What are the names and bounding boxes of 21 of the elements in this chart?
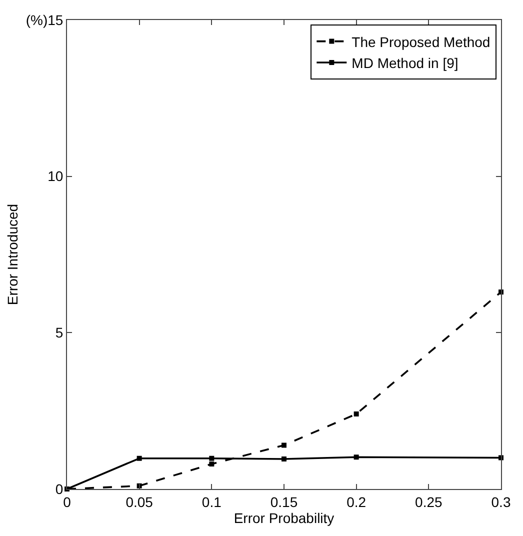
x-tick-label: 0.15 <box>270 494 298 510</box>
point <box>354 411 359 416</box>
x-tick-label: 0.3 <box>491 494 511 510</box>
point <box>354 454 359 460</box>
x-tick-label: 0.2 <box>346 494 366 510</box>
y-tick-label: (%)15 <box>26 12 64 28</box>
point <box>209 461 214 466</box>
y-axis-title: Error Introduced <box>4 204 20 306</box>
y-tick-label: 5 <box>55 324 64 341</box>
point <box>282 456 286 462</box>
legend-label: MD Method in [9] <box>352 54 458 71</box>
y-tick-label: 0 <box>55 480 64 497</box>
x-tick-label: 0.25 <box>415 494 443 510</box>
y-tick-label: 10 <box>48 168 64 184</box>
x-tick-label: 0.1 <box>202 494 222 510</box>
point <box>136 456 142 461</box>
point <box>209 456 214 461</box>
x-tick-label: 0.05 <box>126 494 154 510</box>
x-axis-title: Error Probability <box>234 510 334 526</box>
point <box>282 442 286 448</box>
legend-label: The Proposed Method <box>352 34 490 50</box>
